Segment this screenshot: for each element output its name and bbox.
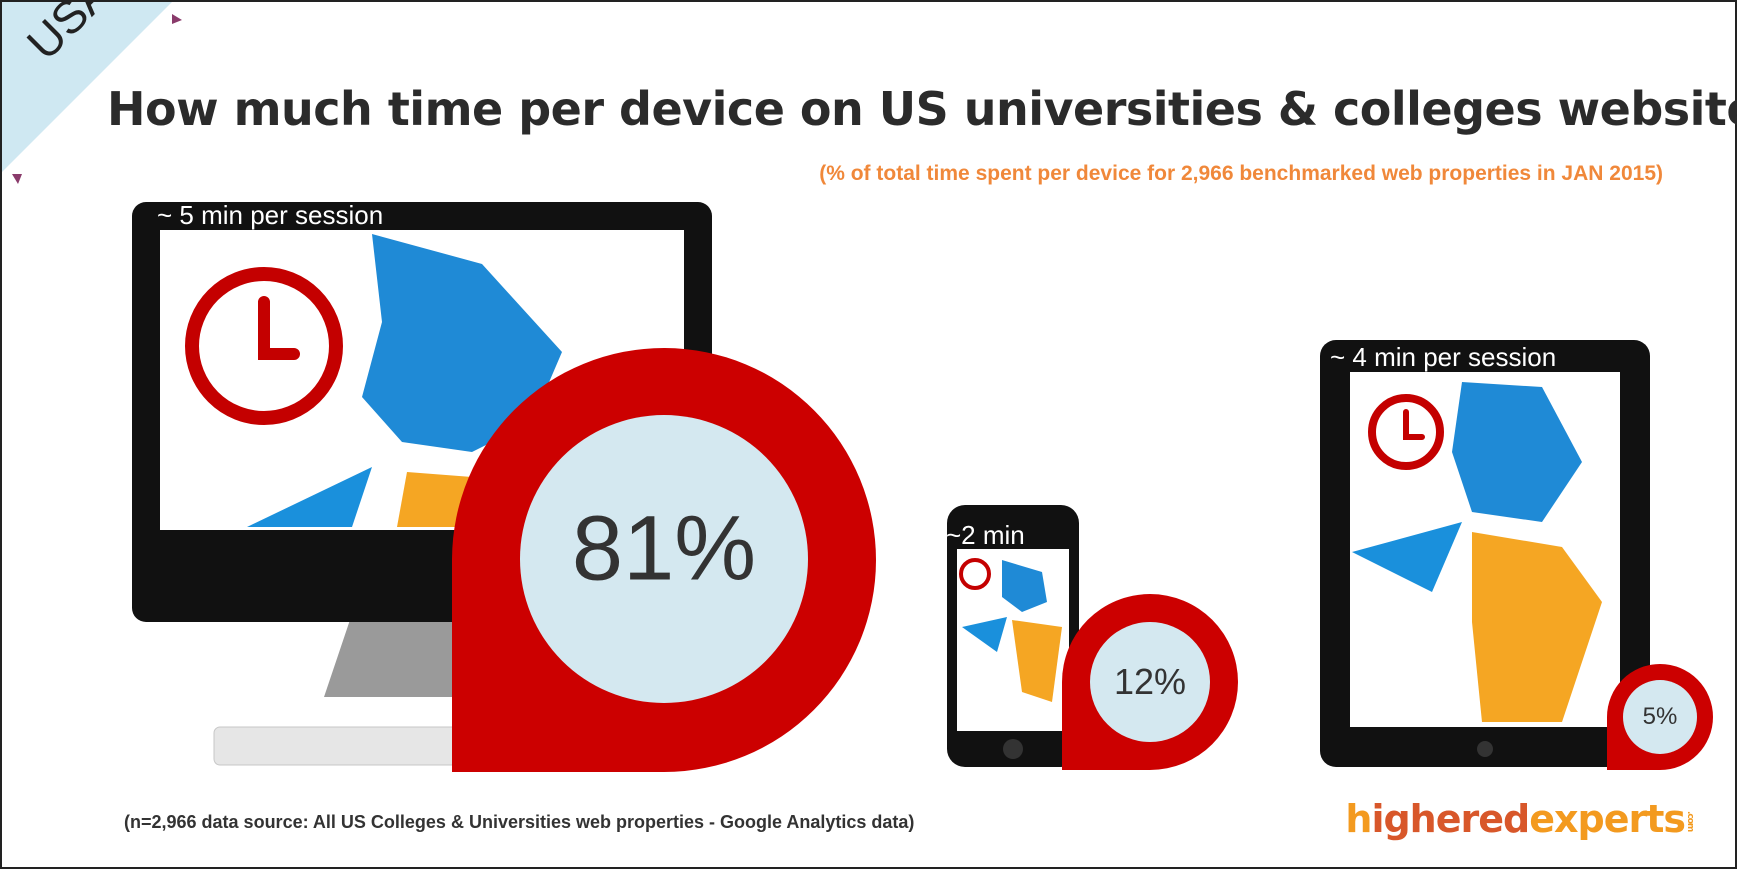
marker-tablet-inner [1623, 680, 1697, 754]
monitor-stand [324, 608, 472, 697]
logo-part-1: h [1345, 797, 1372, 841]
tablet-home-button [1477, 741, 1493, 757]
marker-desktop [452, 348, 876, 772]
phone-clock-icon [959, 558, 991, 590]
ribbon-tip-top [172, 14, 182, 24]
ribbon-tip-bottom [12, 174, 22, 184]
tablet-device [1320, 340, 1650, 767]
logo-suffix: .com [1685, 811, 1695, 832]
student-head-graphic [362, 234, 562, 452]
phone-arm-orange [1012, 620, 1062, 702]
brand-logo[interactable]: higheredexperts.com [1345, 797, 1695, 841]
phone-student-graphic [1002, 560, 1047, 612]
student-arm-orange [397, 472, 472, 527]
phone-device [947, 505, 1079, 767]
phone-home-button [1003, 739, 1023, 759]
session-note-desktop: ~ 5 min per session [157, 200, 384, 230]
chart-subtitle: (% of total time spent per device for 2,… [819, 162, 1663, 185]
marker-phone-inner [1090, 622, 1210, 742]
tablet-arm-orange [1472, 532, 1602, 722]
data-source-note: (n=2,966 data source: All US Colleges & … [124, 812, 915, 832]
value-label-tablet: 5% [1642, 703, 1678, 730]
logo-part-2: ighered [1371, 797, 1530, 841]
corner-ribbon [2, 2, 172, 172]
tablet-clock-hands [1403, 409, 1425, 440]
session-note-tablet: ~ 4 min per session [1330, 342, 1557, 372]
marker-tablet [1607, 664, 1713, 770]
session-note-phone: ~2 min [946, 520, 1025, 550]
value-label-desktop: 81% [571, 497, 757, 600]
value-label-phone: 12% [1113, 661, 1187, 702]
chart-title: How much time per device on US universit… [107, 82, 1737, 136]
clock-hands [258, 296, 300, 360]
phone-arm-blue [962, 617, 1007, 652]
tablet-student-graphic [1452, 382, 1582, 522]
tablet-arm-blue [1352, 522, 1462, 592]
marker-phone [1062, 594, 1238, 770]
logo-part-3: experts [1529, 797, 1686, 841]
student-arm-blue [247, 467, 372, 527]
marker-desktop-inner [520, 415, 808, 703]
